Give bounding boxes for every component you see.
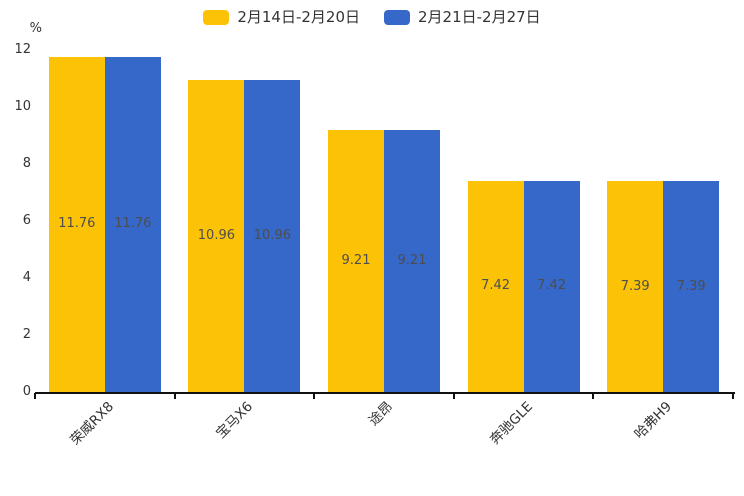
category-label: 途昂: [365, 398, 397, 430]
bar-series1[interactable]: [328, 129, 384, 392]
legend-item-week2[interactable]: 2月21日-2月27日: [384, 8, 541, 26]
y-tick-label: 12: [14, 42, 31, 57]
bar-value-label: 11.76: [114, 216, 152, 232]
bar-value-label: 10.96: [197, 227, 235, 243]
bar-series2[interactable]: [663, 181, 720, 392]
bar-series2[interactable]: [244, 79, 301, 392]
legend: 2月14日-2月20日 2月21日-2月27日: [0, 8, 744, 26]
bar-value-label: 9.21: [397, 252, 427, 268]
x-axis-tick: [592, 393, 595, 399]
y-tick-label: 2: [22, 327, 31, 342]
bar-series2[interactable]: [523, 180, 580, 392]
x-axis-tick: [173, 393, 176, 399]
y-axis-unit-label: %: [29, 21, 42, 36]
bar-series1[interactable]: [188, 79, 245, 392]
legend-item-week1[interactable]: 2月14日-2月20日: [203, 8, 360, 26]
bar-series1[interactable]: [607, 181, 664, 392]
category-label: 荣威RX8: [67, 398, 117, 449]
legend-label-week2: 2月21日-2月27日: [418, 8, 541, 26]
y-tick-label: 10: [14, 99, 31, 114]
y-tick-label: 8: [22, 156, 31, 171]
x-axis-tick: [313, 393, 316, 399]
bar-value-label: 7.39: [620, 278, 650, 294]
x-axis-tick: [34, 393, 36, 399]
bar-value-label: 7.42: [537, 278, 567, 294]
category-label: 宝马X6: [213, 398, 257, 442]
legend-label-week1: 2月14日-2月20日: [237, 8, 360, 26]
y-tick-label: 6: [22, 213, 31, 228]
y-tick-label: 0: [22, 384, 31, 399]
bar-series2[interactable]: [104, 56, 161, 392]
x-axis-line: [35, 392, 735, 394]
bar-series1[interactable]: [467, 180, 524, 392]
bar-series1[interactable]: [48, 56, 105, 392]
bar-value-label: 11.76: [58, 216, 96, 232]
bar-value-label: 9.21: [341, 252, 371, 268]
bar-series2[interactable]: [384, 129, 440, 392]
x-axis-tick: [732, 393, 734, 399]
legend-swatch-week1: [203, 9, 230, 25]
category-label: 哈弗H9: [631, 398, 676, 443]
bar-value-label: 10.96: [253, 227, 291, 243]
category-label: 奔驰GLE: [486, 398, 536, 448]
bar-value-label: 7.39: [676, 278, 706, 294]
x-axis-tick: [452, 393, 455, 399]
bar-value-label: 7.42: [481, 278, 511, 294]
y-tick-label: 4: [22, 270, 31, 285]
legend-swatch-week2: [384, 9, 410, 25]
